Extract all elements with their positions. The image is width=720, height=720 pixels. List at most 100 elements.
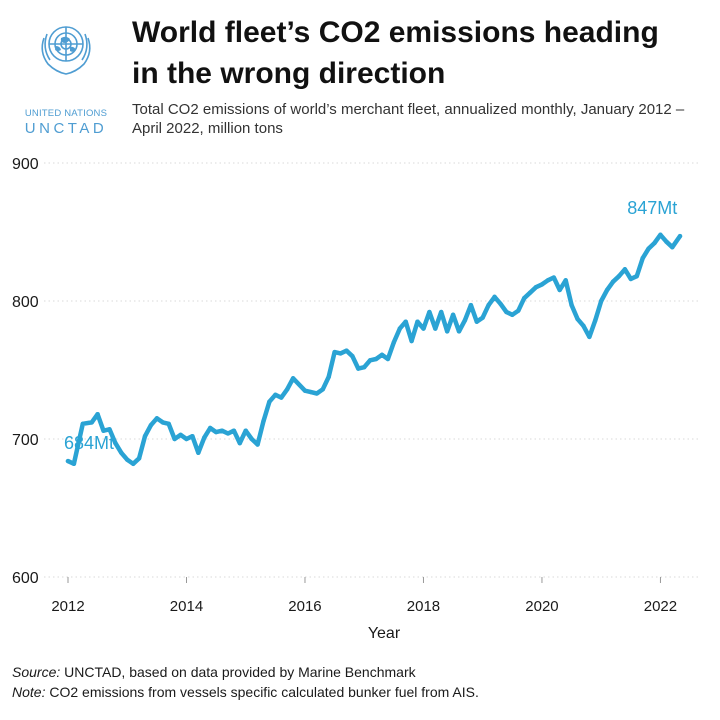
un-emblem-icon bbox=[41, 26, 91, 75]
x-tick-label-2020: 2020 bbox=[525, 598, 558, 615]
data-point bbox=[285, 387, 290, 392]
x-axis-label: Year bbox=[368, 625, 401, 642]
data-point bbox=[510, 312, 515, 317]
data-point bbox=[314, 391, 320, 396]
data-point bbox=[670, 244, 675, 250]
series-line bbox=[65, 232, 683, 467]
data-point bbox=[166, 421, 171, 427]
data-point bbox=[184, 436, 189, 442]
data-point bbox=[231, 428, 237, 433]
data-point bbox=[142, 434, 148, 439]
data-point bbox=[664, 239, 669, 244]
data-point bbox=[95, 411, 100, 417]
chart-grid bbox=[44, 162, 700, 578]
data-point bbox=[308, 389, 314, 395]
data-point bbox=[628, 276, 634, 282]
x-tick-label-2012: 2012 bbox=[51, 598, 84, 615]
x-tick-label-2018: 2018 bbox=[407, 598, 440, 615]
data-point bbox=[658, 232, 663, 237]
logo-org-line: UNITED NATIONS bbox=[24, 108, 108, 119]
data-point bbox=[172, 436, 177, 442]
data-point bbox=[415, 319, 420, 324]
data-point bbox=[362, 365, 367, 370]
data-point bbox=[516, 308, 521, 313]
data-point bbox=[255, 442, 260, 447]
data-point bbox=[113, 440, 118, 446]
data-point bbox=[202, 435, 207, 440]
data-point bbox=[225, 431, 231, 436]
data-point bbox=[391, 340, 397, 345]
y-tick-label-600: 600 bbox=[12, 570, 39, 587]
source-line: Source: UNCTAD, based on data provided b… bbox=[12, 662, 712, 682]
data-point bbox=[587, 334, 592, 340]
data-point bbox=[326, 374, 331, 380]
data-point bbox=[456, 329, 462, 334]
data-point bbox=[581, 323, 586, 329]
data-point bbox=[616, 273, 622, 279]
data-point bbox=[492, 294, 497, 300]
data-point bbox=[385, 356, 391, 362]
data-point bbox=[640, 256, 645, 261]
data-point bbox=[101, 428, 106, 433]
data-point bbox=[190, 434, 195, 439]
data-point bbox=[89, 420, 94, 425]
data-point bbox=[261, 418, 266, 424]
data-point bbox=[279, 395, 284, 400]
data-point bbox=[65, 458, 71, 464]
data-point bbox=[486, 302, 491, 308]
data-point bbox=[367, 358, 373, 363]
data-point bbox=[610, 279, 616, 284]
note-text: CO2 emissions from vessels specific calc… bbox=[45, 684, 479, 700]
data-point bbox=[119, 450, 124, 455]
data-point bbox=[154, 416, 160, 421]
data-point bbox=[504, 309, 509, 315]
data-point bbox=[545, 278, 551, 283]
data-point bbox=[196, 450, 201, 455]
data-point bbox=[474, 319, 479, 324]
data-point bbox=[468, 302, 474, 308]
unctad-logo: UNITED NATIONS UNCTAD bbox=[20, 14, 112, 137]
data-point bbox=[551, 275, 557, 280]
source-text: UNCTAD, based on data provided by Marine… bbox=[60, 664, 416, 680]
data-point bbox=[267, 399, 272, 404]
x-tick-label-2016: 2016 bbox=[288, 598, 321, 615]
note-label: Note: bbox=[12, 684, 46, 700]
data-point bbox=[290, 376, 296, 381]
chart-footer: Source: UNCTAD, based on data provided b… bbox=[12, 662, 712, 702]
y-axis-tick-labels: 600 700 800 900 bbox=[12, 156, 39, 587]
data-point bbox=[533, 285, 539, 290]
source-label: Source: bbox=[12, 664, 61, 680]
data-point bbox=[107, 427, 112, 432]
data-point bbox=[213, 429, 219, 435]
chart-title: World fleet’s CO2 emissions heading in t… bbox=[132, 16, 659, 90]
data-point bbox=[527, 290, 533, 295]
data-point bbox=[356, 366, 361, 371]
data-point bbox=[409, 338, 414, 344]
data-point bbox=[130, 461, 136, 467]
data-point bbox=[136, 456, 142, 461]
x-tick-label-2014: 2014 bbox=[170, 598, 203, 615]
data-point bbox=[249, 436, 254, 442]
data-point bbox=[219, 428, 225, 433]
data-point bbox=[677, 233, 683, 239]
x-tick-label-2022: 2022 bbox=[644, 598, 677, 615]
y-tick-label-800: 800 bbox=[12, 294, 39, 311]
data-point bbox=[243, 428, 248, 433]
data-point bbox=[634, 273, 639, 279]
data-point bbox=[569, 302, 574, 308]
data-point bbox=[71, 461, 77, 467]
series-points bbox=[65, 232, 683, 467]
data-point bbox=[480, 315, 485, 320]
data-point bbox=[332, 349, 337, 355]
data-point bbox=[439, 309, 444, 315]
data-point bbox=[604, 287, 610, 293]
chart-annotations: 684Mt 847Mt bbox=[64, 198, 677, 453]
data-point bbox=[379, 352, 385, 358]
data-point bbox=[498, 301, 503, 306]
data-point bbox=[427, 309, 432, 315]
data-point bbox=[403, 319, 408, 324]
y-tick-label-900: 900 bbox=[12, 156, 39, 173]
data-point bbox=[421, 326, 426, 331]
data-point bbox=[462, 318, 468, 323]
data-point bbox=[148, 423, 154, 428]
